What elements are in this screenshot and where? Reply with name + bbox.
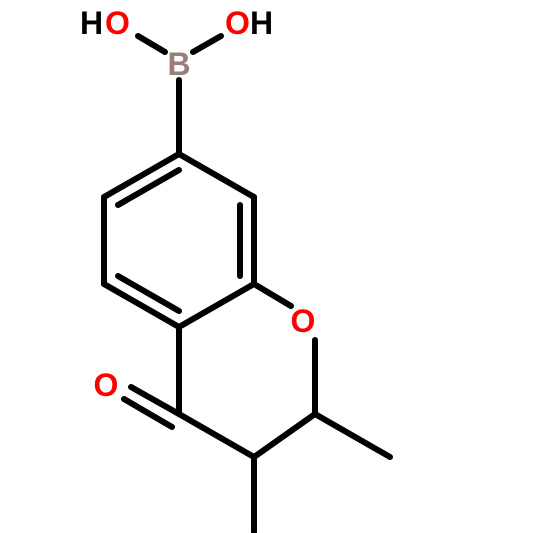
atom-label: O <box>94 367 119 403</box>
atom-label-h: H <box>80 5 103 41</box>
atom-label: B <box>167 46 190 82</box>
bond <box>179 284 254 327</box>
chemical-structure-diagram: BHOOHOO <box>0 0 533 533</box>
atom-label-o: O <box>225 5 250 41</box>
bond <box>193 36 221 52</box>
bond <box>254 414 315 457</box>
bond <box>315 414 390 457</box>
bond <box>179 154 254 197</box>
bond <box>179 414 254 457</box>
atom-label-o: O <box>105 5 130 41</box>
atom-label-h: H <box>250 5 273 41</box>
bond <box>118 276 179 311</box>
bond <box>254 284 291 306</box>
bond <box>118 170 179 205</box>
atom-label: O <box>291 303 316 339</box>
bond <box>138 36 165 52</box>
